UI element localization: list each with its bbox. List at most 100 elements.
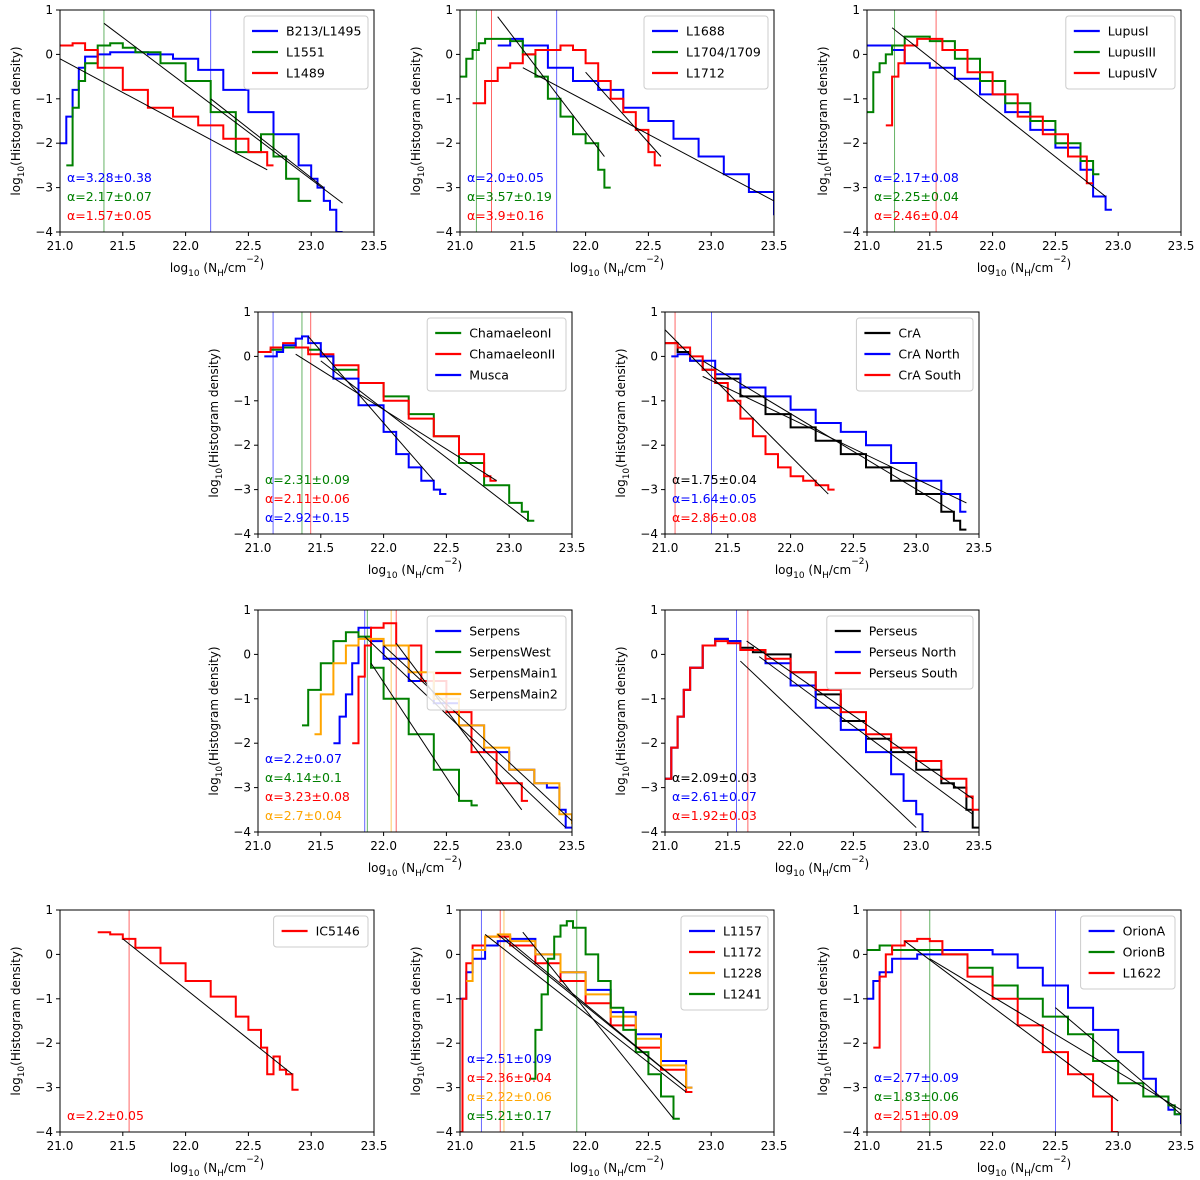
series-line — [460, 37, 611, 189]
x-tick-label: 21.0 — [652, 839, 679, 853]
x-tick-label: 23.5 — [761, 1139, 788, 1153]
y-tick-label: −2 — [35, 136, 53, 150]
x-tick-label: 22.0 — [572, 1139, 599, 1153]
series-line — [885, 37, 1094, 185]
legend-label: Perseus — [869, 624, 918, 639]
y-tick-label: −3 — [640, 781, 658, 795]
fit-line — [929, 958, 1181, 1111]
x-tick-label: 23.0 — [1105, 1139, 1132, 1153]
x-axis-label: log10 (NH/cm−2) — [570, 1155, 664, 1179]
y-tick-label: −2 — [842, 136, 860, 150]
x-tick-label: 22.0 — [777, 541, 804, 555]
chart-panel: 21.0 21.5 22.0 22.5 23.0 23.5 1 0 −1 −2 −3 −4 log10 … — [816, 3, 1194, 279]
y-tick-label: −1 — [233, 394, 251, 408]
x-tick-label: 23.5 — [966, 839, 993, 853]
x-tick-label: 22.5 — [433, 541, 460, 555]
y-axis-label: log10(Histogram density) — [409, 46, 427, 195]
x-tick-label: 23.5 — [761, 239, 788, 253]
x-tick-label: 22.0 — [370, 839, 397, 853]
legend: Perseus Perseus North Perseus South — [826, 615, 974, 690]
y-tick-label: 1 — [445, 3, 453, 17]
x-tick-label: 23.5 — [1168, 239, 1195, 253]
alpha-annotation: α=2.17±0.07 — [67, 189, 152, 204]
fit-line — [383, 645, 572, 822]
y-tick-label: −1 — [435, 992, 453, 1006]
legend-label: L1622 — [1123, 966, 1162, 981]
fit-line — [503, 936, 687, 1088]
legend-label: ChamaeleonII — [469, 347, 555, 362]
alpha-annotation: α=2.46±0.04 — [874, 208, 959, 223]
alpha-annotation: α=3.9±0.16 — [467, 208, 544, 223]
x-axis-label: log10 (NH/cm−2) — [170, 255, 264, 279]
series-line — [529, 920, 680, 1120]
legend-label: LupusI — [1108, 24, 1149, 39]
x-axis-label: log10 (NH/cm−2) — [368, 855, 462, 879]
x-tick-label: 22.5 — [1042, 1139, 1069, 1153]
alpha-annotation: α=2.31±0.09 — [265, 472, 350, 487]
legend-label: Musca — [469, 368, 509, 383]
x-tick-label: 22.5 — [840, 839, 867, 853]
alpha-annotation: α=2.25±0.04 — [874, 189, 959, 204]
legend-label: Perseus South — [869, 666, 958, 681]
x-tick-label: 21.5 — [916, 239, 943, 253]
x-tick-label: 23.0 — [903, 541, 930, 555]
alpha-annotation: α=2.61±0.07 — [672, 789, 757, 804]
legend-label: L1157 — [723, 924, 762, 939]
y-tick-label: −1 — [35, 92, 53, 106]
x-tick-label: 21.5 — [509, 1139, 536, 1153]
fit-line — [497, 16, 605, 157]
series-line — [497, 37, 774, 216]
y-tick-label: 1 — [243, 305, 251, 319]
x-tick-label: 22.5 — [235, 1139, 262, 1153]
fit-line — [758, 656, 974, 815]
fit-line — [122, 938, 293, 1075]
fit-line — [210, 98, 325, 188]
alpha-annotation: α=5.21±0.17 — [467, 1108, 552, 1123]
x-tick-label: 21.0 — [47, 1139, 74, 1153]
y-tick-label: −3 — [842, 1081, 860, 1095]
x-tick-label: 22.5 — [840, 541, 867, 555]
legend: Serpens SerpensWest SerpensMain1 SerpensMai… — [426, 615, 567, 711]
fit-line — [307, 336, 435, 482]
alpha-annotation: α=2.17±0.08 — [874, 170, 959, 185]
y-tick-label: −2 — [435, 136, 453, 150]
legend-label: L1489 — [286, 66, 325, 81]
fit-line — [364, 636, 567, 828]
legend-label: L1172 — [723, 945, 762, 960]
x-tick-label: 23.0 — [698, 239, 725, 253]
x-tick-label: 21.5 — [916, 1139, 943, 1153]
y-tick-label: −2 — [233, 736, 251, 750]
alpha-annotation: α=2.92±0.15 — [265, 510, 350, 525]
alpha-annotation: α=4.14±0.1 — [265, 770, 342, 785]
fit-line — [320, 360, 529, 522]
y-tick-label: −3 — [233, 483, 251, 497]
y-tick-label: −2 — [35, 1036, 53, 1050]
x-tick-label: 22.0 — [172, 239, 199, 253]
y-tick-label: −1 — [842, 92, 860, 106]
legend-label: L1228 — [723, 966, 762, 981]
y-tick-label: −4 — [35, 225, 53, 239]
legend: CrA CrA North CrA South — [855, 317, 974, 392]
x-tick-label: 22.0 — [172, 1139, 199, 1153]
alpha-annotation: α=2.51±0.09 — [874, 1108, 959, 1123]
y-tick-label: 0 — [45, 47, 53, 61]
chart-panel: 21.0 21.5 22.0 22.5 23.0 23.5 1 0 −1 −2 −3 −4 log10 … — [207, 603, 585, 879]
alpha-annotation: α=2.77±0.09 — [874, 1070, 959, 1085]
x-tick-label: 21.5 — [509, 239, 536, 253]
series-line — [665, 640, 979, 811]
alpha-annotation: α=2.2±0.07 — [265, 751, 342, 766]
y-tick-label: 0 — [650, 647, 658, 661]
alpha-annotation: α=1.57±0.05 — [67, 208, 152, 223]
y-tick-label: −4 — [233, 825, 251, 839]
axes-frame — [866, 9, 1182, 233]
axes-frame — [257, 311, 573, 535]
legend: ChamaeleonI ChamaeleonII Musca — [426, 317, 567, 392]
axes-frame — [664, 311, 980, 535]
fit-line — [740, 660, 917, 828]
y-tick-label: −3 — [435, 181, 453, 195]
x-tick-label: 21.0 — [854, 239, 881, 253]
fit-line — [395, 642, 523, 811]
axes-frame — [459, 909, 775, 1133]
series-line — [867, 35, 1100, 176]
